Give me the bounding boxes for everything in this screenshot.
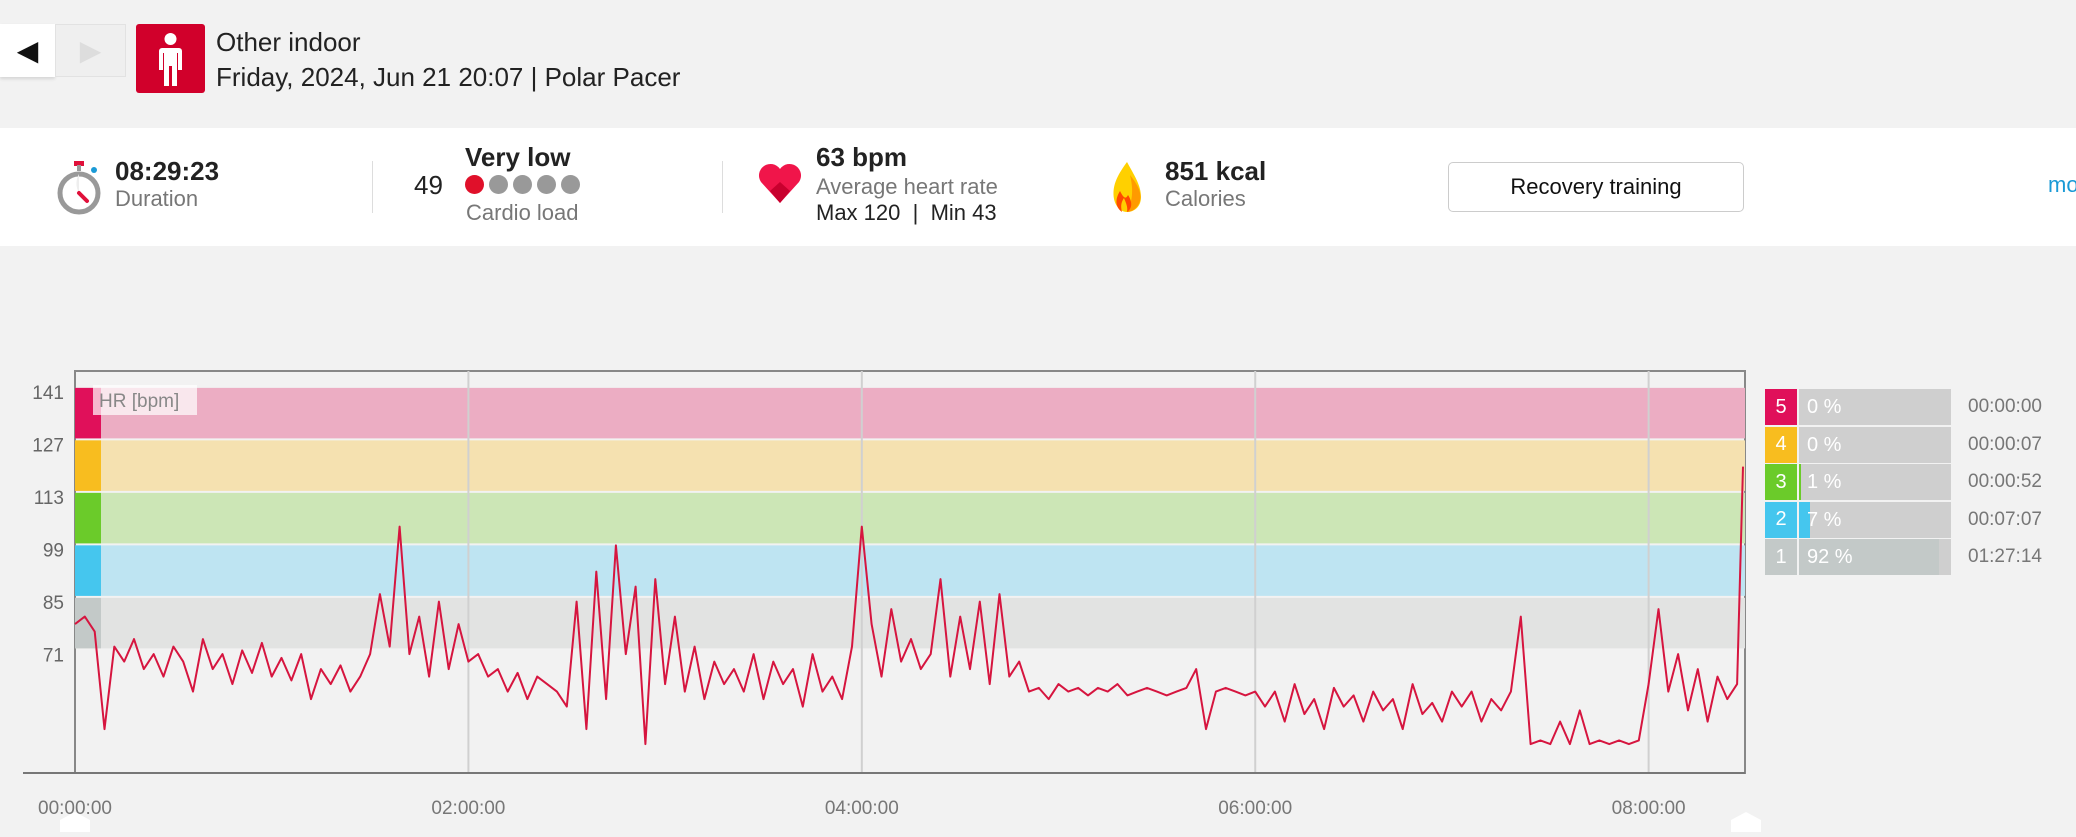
zone-marker-3 [75, 492, 101, 544]
zone-bar: 7 % [1799, 501, 1951, 538]
sport-name: Other indoor [216, 27, 361, 57]
zone-legend-row: 2 7 % [1765, 501, 1951, 538]
cardio-load-level: Very low [465, 142, 571, 172]
zone-band-4 [75, 440, 1745, 491]
zone-legend-row: 1 92 % [1765, 539, 1951, 576]
zone-number: 4 [1765, 426, 1797, 463]
y-tick-label: 85 [43, 593, 64, 614]
zone-legend-row: 5 0 % [1765, 389, 1951, 425]
person-sport-icon [136, 24, 205, 93]
heart-rate-line [74, 466, 1744, 746]
next-session-button[interactable]: ▶ [55, 24, 126, 77]
x-tick-label: 08:00:00 [1612, 798, 1686, 819]
divider [722, 161, 723, 213]
zone-percent: 7 % [1807, 508, 1842, 531]
cardio-load-dots [465, 175, 585, 199]
zone-band-2 [75, 545, 1745, 596]
zone-bar: 92 % [1799, 539, 1951, 576]
y-tick-label: 141 [32, 383, 64, 404]
zone-percent: 0 % [1807, 433, 1842, 456]
cardio-dot-empty [513, 175, 532, 194]
triangle-right-icon: ▶ [79, 35, 102, 66]
stopwatch-icon [57, 160, 103, 221]
session-subtitle: Friday, 2024, Jun 21 20:07 | Polar Pacer [216, 62, 681, 92]
range-handle-end[interactable] [1731, 812, 1761, 832]
hr-max: Max 120 [816, 200, 901, 225]
zone-time: 00:07:07 [1968, 508, 2042, 530]
cardio-load-label: Cardio load [466, 200, 579, 225]
zone-bar-fill [1799, 464, 1801, 501]
y-tick-label: 113 [34, 488, 64, 509]
y-tick-label: 127 [32, 435, 64, 456]
zone-legend-row: 4 0 % [1765, 426, 1951, 463]
avg-hr-label: Average heart rate [816, 174, 998, 199]
duration-label: Duration [115, 186, 199, 211]
duration-value: 08:29:23 [115, 156, 220, 186]
x-tick-label: 06:00:00 [1218, 798, 1292, 819]
x-tick-label: 00:00:00 [38, 798, 112, 819]
zone-bar: 1 % [1799, 464, 1951, 501]
zone-time: 00:00:00 [1968, 396, 2042, 417]
calories-label: Calories [1165, 186, 1246, 211]
zone-legend-row: 3 1 % [1765, 464, 1951, 501]
zone-bar: 0 % [1799, 426, 1951, 463]
avg-hr-value: 63 bpm [816, 142, 908, 172]
cardio-dot-empty [561, 175, 580, 194]
zone-time: 01:27:14 [1968, 546, 2042, 568]
hr-max-min: Max 120 | Min 43 [816, 200, 997, 226]
divider [372, 161, 373, 213]
summary-bar: 08:29:23 Duration 49 Very low Cardio loa… [0, 128, 2076, 246]
cardio-dot-filled [465, 175, 484, 194]
cardio-load-score: 49 [414, 170, 443, 200]
zone-percent: 92 % [1807, 546, 1853, 569]
cardio-dot-empty [489, 175, 508, 194]
zone-band-3 [75, 492, 1745, 544]
x-tick-label: 02:00:00 [431, 798, 505, 819]
heart-icon [758, 162, 802, 209]
y-tick-label: 99 [43, 540, 64, 561]
previous-session-button[interactable]: ◀ [0, 24, 55, 77]
zone-bar-fill [1799, 501, 1810, 538]
zone-number: 3 [1765, 464, 1797, 501]
zone-bar: 0 % [1799, 389, 1951, 425]
zone-time: 00:00:52 [1968, 471, 2042, 493]
zone-number: 2 [1765, 501, 1797, 538]
more-link[interactable]: mo [2048, 172, 2076, 197]
zone-marker-2 [75, 545, 101, 596]
triangle-left-icon: ◀ [16, 35, 39, 66]
y-axis-label: HR [bpm] [99, 391, 179, 412]
cardio-dot-empty [537, 175, 556, 194]
zone-percent: 0 % [1807, 396, 1842, 418]
separator: | [912, 200, 919, 225]
zone-time: 00:00:07 [1968, 433, 2042, 455]
flame-icon [1110, 161, 1144, 218]
hr-min: Min 43 [930, 200, 997, 225]
calories-value: 851 kcal [1165, 156, 1267, 186]
y-label-bg [93, 385, 197, 415]
zone-band-5 [75, 387, 1745, 439]
y-tick-label: 71 [43, 645, 64, 666]
range-handle-start[interactable] [60, 812, 90, 832]
training-benefit-button[interactable]: Recovery training [1448, 162, 1744, 212]
zone-percent: 1 % [1807, 471, 1842, 494]
zone-marker-4 [75, 440, 101, 491]
zone-number: 1 [1765, 539, 1797, 576]
zone-number: 5 [1765, 389, 1797, 425]
x-tick-label: 04:00:00 [825, 798, 899, 819]
zone-bar-fill [1799, 539, 1939, 576]
